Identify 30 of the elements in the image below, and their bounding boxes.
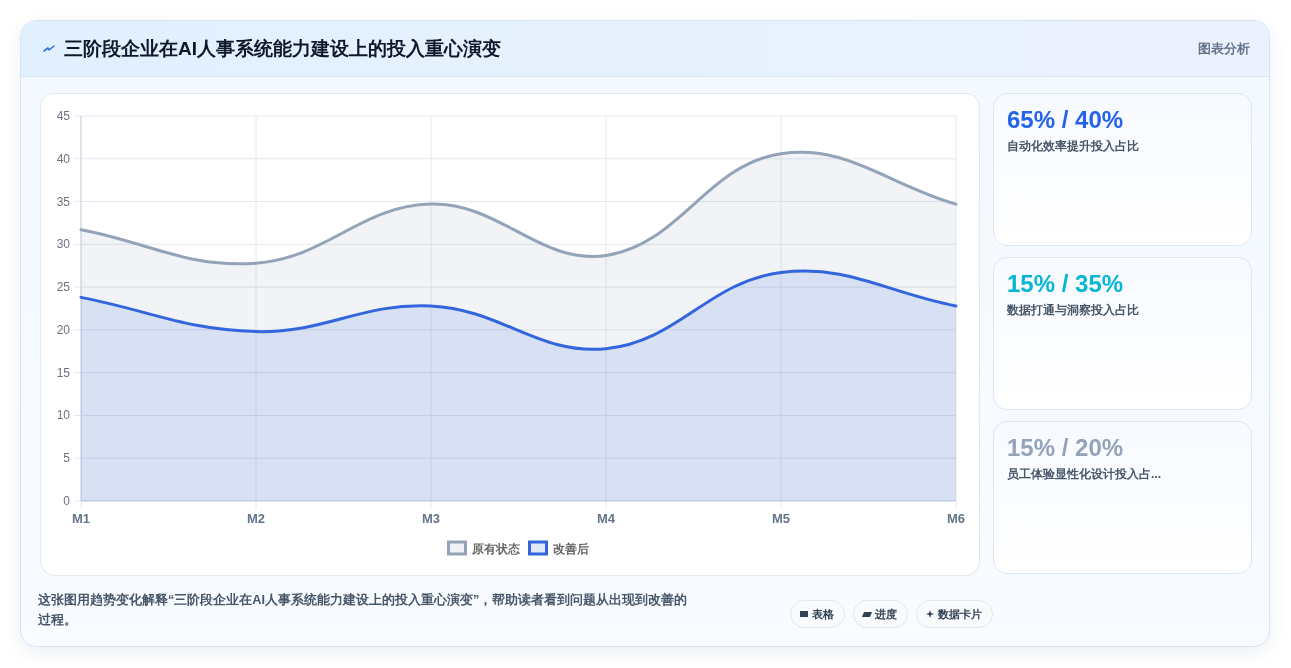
legend-label: 原有状态 <box>470 542 521 556</box>
legend-label: 改善后 <box>552 542 589 556</box>
text: 数据卡片 <box>938 608 982 620</box>
y-tick-label: 15 <box>56 365 71 380</box>
text: 表格 <box>812 608 834 620</box>
y-tick-label: 5 <box>63 451 71 466</box>
text: 进度 <box>875 608 897 620</box>
y-tick-label: 25 <box>56 280 71 295</box>
y-tick-label: 40 <box>56 151 71 166</box>
y-tick-label: 0 <box>63 494 71 508</box>
y-tick-label: 20 <box>56 322 71 337</box>
text: 员工体验显性化设计投入占... <box>1007 466 1162 482</box>
text: 65% / 40% <box>1007 106 1124 134</box>
y-tick-label: 30 <box>56 237 71 252</box>
text: 15% / 35% <box>1007 270 1124 298</box>
text: 自动化效率提升投入占比 <box>1007 138 1139 154</box>
chart-title: 三阶段企业在AI人事系统能力建设上的投入重心演变 <box>64 37 501 61</box>
y-tick-label: 45 <box>56 109 71 123</box>
text: 图表分析 <box>1198 40 1250 58</box>
y-tick-label: 10 <box>56 408 71 423</box>
text: 这张图用趋势变化解释“三阶段企业在AI人事系统能力建设上的投入重心演变”，帮助读者看到问题从出现到改善的过程。 <box>38 591 689 629</box>
x-tick-label: M5 <box>771 511 791 526</box>
x-tick-label: M6 <box>946 511 966 526</box>
y-tick-label: 35 <box>56 194 71 209</box>
x-tick-label: M1 <box>71 511 91 526</box>
x-tick-label: M3 <box>421 511 441 526</box>
text: 数据打通与洞察投入占比 <box>1007 302 1139 318</box>
x-tick-label: M2 <box>246 511 266 526</box>
x-tick-label: M4 <box>596 511 616 526</box>
text: 15% / 20% <box>1007 434 1124 462</box>
